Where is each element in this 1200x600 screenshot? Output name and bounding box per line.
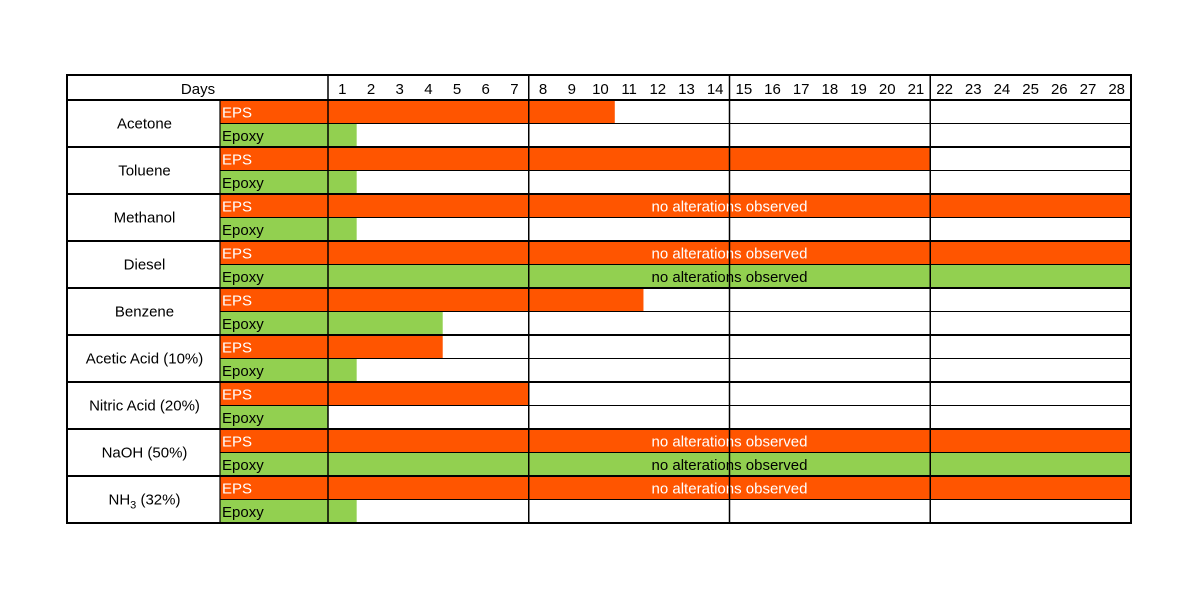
series-label-cell: [220, 429, 328, 453]
chemical-name-main: Methanol: [114, 210, 176, 227]
day-tick-label: 7: [510, 81, 518, 98]
duration-bar: [328, 499, 357, 523]
chemical-name: Acetone: [117, 116, 172, 133]
chemical-name-main: Nitric Acid (20%): [89, 398, 200, 415]
day-tick-label: 16: [764, 81, 781, 98]
series-label-cell: [220, 241, 328, 265]
series-label: EPS: [222, 199, 252, 216]
chemical-name: Benzene: [115, 304, 174, 321]
series-label: EPS: [222, 246, 252, 263]
day-tick-label: 11: [621, 81, 637, 98]
day-tick-label: 12: [649, 81, 666, 98]
chemical-name-main: NH: [109, 492, 131, 509]
day-tick-label: 24: [994, 81, 1011, 98]
series-label-cell: [220, 335, 328, 359]
series-label-cell: [220, 170, 328, 194]
day-tick-label: 10: [592, 81, 609, 98]
chemical-name: Toluene: [118, 163, 171, 180]
chart-frame: [66, 74, 1132, 524]
series-label: Epoxy: [222, 457, 264, 474]
chemical-name: Nitric Acid (20%): [89, 398, 200, 415]
day-tick-label: 13: [678, 81, 695, 98]
series-label-cell: [220, 358, 328, 382]
series-label-cell: [220, 452, 328, 476]
series-label-cell: [220, 123, 328, 147]
chemical-name: NH3 (32%): [109, 492, 181, 512]
day-tick-label: 5: [453, 81, 461, 98]
chemical-name: Acetic Acid (10%): [86, 351, 204, 368]
series-label-cell: [220, 147, 328, 171]
days-header-label: Days: [181, 81, 215, 98]
chemical-name-main: Acetone: [117, 116, 172, 133]
day-tick-label: 17: [793, 81, 810, 98]
series-label: Epoxy: [222, 316, 264, 333]
duration-bar: [328, 170, 357, 194]
day-tick-label: 8: [539, 81, 547, 98]
duration-bar: [328, 288, 644, 312]
series-label: Epoxy: [222, 175, 264, 192]
series-label-cell: [220, 382, 328, 406]
day-tick-label: 23: [965, 81, 982, 98]
chemical-name: Methanol: [114, 210, 176, 227]
series-label-cell: [220, 264, 328, 288]
duration-bar: [328, 311, 443, 335]
series-label: Epoxy: [222, 363, 264, 380]
duration-bar: [328, 123, 357, 147]
day-tick-label: 26: [1051, 81, 1068, 98]
series-label-cell: [220, 405, 328, 429]
chemical-name-main: Diesel: [124, 257, 166, 274]
series-label: EPS: [222, 481, 252, 498]
chemical-name: Diesel: [124, 257, 166, 274]
day-tick-label: 3: [396, 81, 404, 98]
duration-bar: [328, 147, 931, 171]
series-label: Epoxy: [222, 222, 264, 239]
series-label-cell: [220, 288, 328, 312]
series-label: EPS: [222, 340, 252, 357]
chemical-name-main: Acetic Acid (10%): [86, 351, 204, 368]
chemical-name-main: Benzene: [115, 304, 174, 321]
series-label-cell: [220, 499, 328, 523]
day-tick-label: 25: [1022, 81, 1039, 98]
series-label-cell: [220, 217, 328, 241]
series-label: Epoxy: [222, 504, 264, 521]
chemical-name-main: Toluene: [118, 163, 171, 180]
day-tick-label: 27: [1080, 81, 1097, 98]
duration-bar: [328, 100, 615, 124]
day-tick-label: 14: [707, 81, 724, 98]
chemical-name-main: NaOH (50%): [102, 445, 188, 462]
day-tick-label: 18: [822, 81, 839, 98]
duration-bar: [328, 335, 443, 359]
day-tick-label: 19: [850, 81, 867, 98]
day-tick-label: 21: [908, 81, 925, 98]
day-tick-label: 2: [367, 81, 375, 98]
series-label-cell: [220, 476, 328, 500]
series-label: Epoxy: [222, 128, 264, 145]
day-tick-label: 9: [568, 81, 576, 98]
series-label-cell: [220, 311, 328, 335]
day-tick-label: 15: [735, 81, 752, 98]
day-tick-label: 20: [879, 81, 896, 98]
series-label: EPS: [222, 434, 252, 451]
series-label: EPS: [222, 105, 252, 122]
duration-bar: [328, 217, 357, 241]
chemical-name: NaOH (50%): [102, 445, 188, 462]
duration-bar: [328, 382, 529, 406]
series-label: EPS: [222, 152, 252, 169]
day-tick-label: 22: [936, 81, 953, 98]
day-tick-label: 6: [482, 81, 490, 98]
chemical-name-suffix: (32%): [136, 492, 180, 509]
day-tick-label: 28: [1108, 81, 1125, 98]
series-label: Epoxy: [222, 410, 264, 427]
series-label: EPS: [222, 293, 252, 310]
day-tick-label: 1: [338, 81, 346, 98]
series-label-cell: [220, 194, 328, 218]
day-tick-label: 4: [424, 81, 432, 98]
series-label: Epoxy: [222, 269, 264, 286]
series-label-cell: [220, 100, 328, 124]
duration-bar: [328, 358, 357, 382]
chemical-name-subscript: 3: [130, 500, 136, 512]
series-label: EPS: [222, 387, 252, 404]
